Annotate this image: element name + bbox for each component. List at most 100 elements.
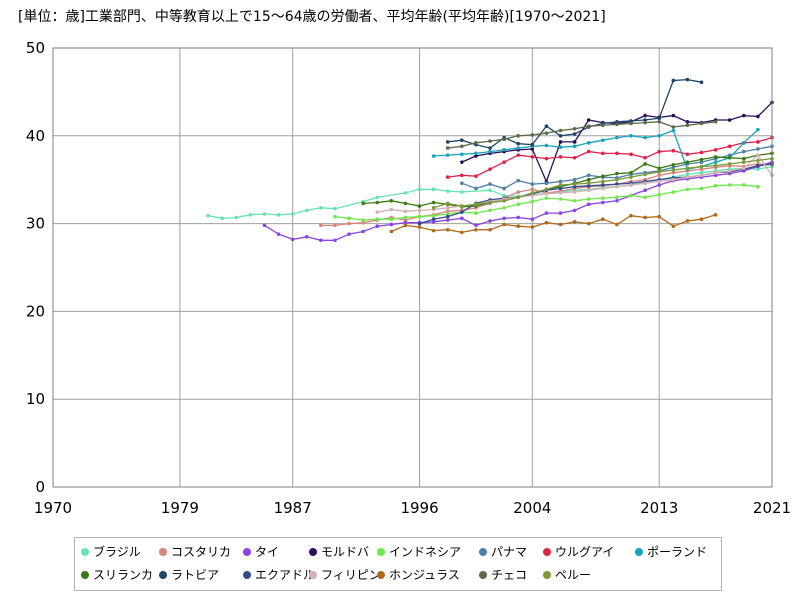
legend-item: インドネシア: [377, 543, 461, 560]
data-point: [530, 155, 535, 159]
data-point: [713, 184, 718, 188]
series-7: [445, 135, 774, 179]
data-point: [488, 227, 492, 232]
data-point: [657, 166, 662, 171]
data-point: [643, 135, 647, 140]
data-point: [445, 227, 450, 232]
data-point: [516, 134, 521, 138]
data-point: [671, 162, 676, 167]
data-point: [657, 149, 662, 154]
data-point: [685, 123, 690, 128]
legend-marker: [243, 570, 251, 579]
data-point: [671, 170, 676, 175]
series-line-14: [447, 121, 716, 149]
data-point: [727, 155, 732, 160]
data-point: [361, 220, 365, 225]
data-point: [657, 214, 662, 219]
data-point: [262, 212, 267, 216]
y-tick-label-20: 20: [26, 302, 45, 320]
data-point: [460, 190, 464, 194]
data-point: [713, 213, 718, 217]
data-point: [629, 119, 633, 123]
data-point: [643, 113, 647, 118]
data-point: [586, 177, 591, 182]
data-point: [643, 172, 647, 177]
legend-label: パナマ: [491, 545, 528, 559]
data-point: [460, 230, 464, 235]
data-point: [699, 164, 704, 169]
data-point: [671, 168, 676, 172]
data-point: [558, 145, 563, 150]
data-point: [417, 225, 422, 229]
data-point: [657, 116, 662, 121]
y-tick-label-50: 50: [26, 39, 45, 57]
data-point: [474, 186, 478, 191]
legend-item: ホンジュラス: [377, 566, 460, 583]
data-point: [460, 138, 464, 142]
data-point: [657, 192, 662, 197]
data-point: [699, 157, 704, 162]
data-point: [713, 170, 718, 175]
data-point: [361, 201, 365, 206]
data-point: [629, 183, 633, 187]
data-point: [601, 174, 605, 178]
data-point: [403, 215, 408, 220]
data-point: [742, 156, 746, 161]
x-tick-label-1996: 1996: [400, 499, 438, 517]
data-point: [629, 152, 633, 157]
data-point: [347, 232, 351, 236]
data-point: [544, 191, 549, 196]
legend-marker: [159, 570, 167, 579]
data-point: [671, 190, 676, 194]
data-point: [445, 153, 450, 157]
series-line-7: [447, 136, 773, 178]
x-axis-ticks: 1970 1979 1987 1996 2004 2013 2021: [34, 499, 791, 517]
data-point: [742, 149, 746, 154]
data-point: [516, 146, 521, 150]
data-point: [445, 189, 450, 193]
data-point: [403, 191, 408, 195]
data-point: [333, 206, 337, 211]
data-point: [558, 197, 563, 201]
data-point: [643, 118, 647, 122]
data-point: [417, 221, 422, 226]
data-point: [530, 199, 535, 204]
data-point: [657, 169, 662, 174]
data-point: [375, 210, 380, 214]
data-point: [445, 201, 450, 206]
data-point: [742, 141, 746, 145]
legend-label: インドネシア: [389, 545, 462, 559]
legend-item: モルドバ: [309, 543, 369, 560]
data-point: [615, 184, 619, 189]
data-point: [643, 162, 647, 166]
data-point: [643, 155, 647, 160]
data-point: [713, 173, 718, 178]
data-point: [671, 224, 676, 229]
data-point: [206, 213, 210, 218]
data-point: [403, 220, 408, 225]
data-point: [756, 163, 760, 168]
x-tick-label-1987: 1987: [274, 499, 312, 517]
data-point: [615, 151, 619, 156]
data-point: [685, 160, 690, 164]
data-point: [727, 183, 732, 187]
data-point: [586, 118, 591, 122]
data-point: [276, 213, 281, 217]
data-point: [601, 151, 605, 156]
data-point: [713, 155, 718, 159]
data-point: [756, 147, 760, 151]
data-point: [558, 211, 563, 215]
data-point: [474, 141, 478, 145]
data-point: [460, 160, 464, 164]
data-point: [572, 132, 577, 136]
data-point: [474, 151, 478, 156]
data-point: [530, 142, 535, 147]
data-point: [756, 127, 760, 132]
legend-label: ブラジル: [93, 545, 141, 559]
data-point: [586, 173, 591, 178]
data-point: [502, 198, 506, 203]
data-point: [601, 200, 605, 205]
legend-label: ペルー: [555, 568, 592, 582]
data-point: [347, 221, 351, 226]
legend-label: エクアドル: [255, 568, 316, 582]
